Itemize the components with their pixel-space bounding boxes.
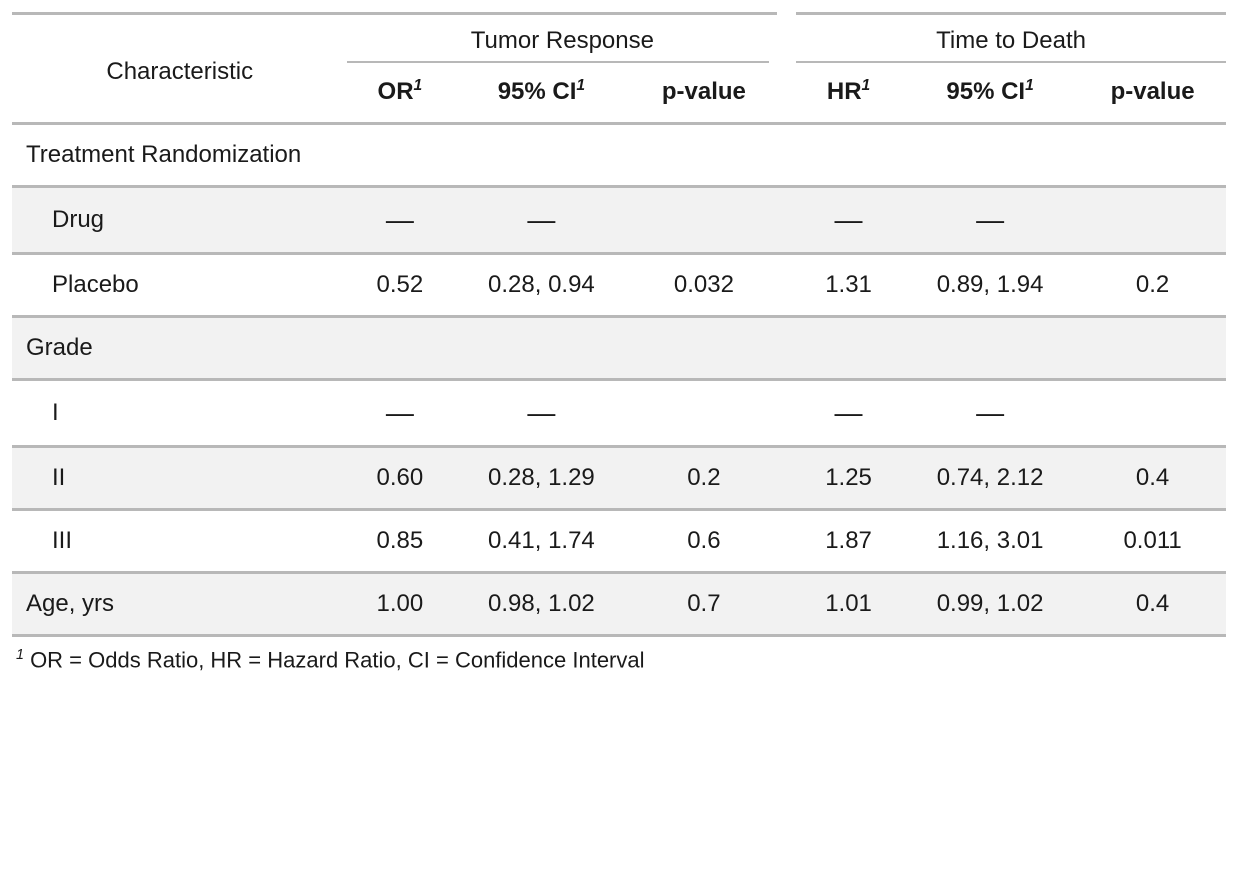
table-cell: 0.011 — [1079, 510, 1226, 573]
col-hr: HR1 — [796, 63, 901, 124]
table-cell: 0.28, 0.94 — [452, 254, 630, 317]
table-row: Grade — [12, 317, 1226, 380]
table-row: I———— — [12, 380, 1226, 447]
table-row: Drug———— — [12, 187, 1226, 254]
row-label: Drug — [12, 187, 347, 254]
col-ci-1: 95% CI1 — [452, 63, 630, 124]
table-cell — [1079, 124, 1226, 187]
table-cell — [631, 380, 778, 447]
col-or: OR1 — [347, 63, 452, 124]
table-cell: 0.52 — [347, 254, 452, 317]
row-label: Grade — [12, 317, 347, 380]
table-cell: 0.6 — [631, 510, 778, 573]
col-ci-2: 95% CI1 — [901, 63, 1079, 124]
spanner-tumor: Tumor Response — [347, 14, 777, 62]
table-cell: 1.16, 3.01 — [901, 510, 1079, 573]
table-cell: 0.99, 1.02 — [901, 573, 1079, 636]
table-cell: — — [901, 380, 1079, 447]
table-cell: 1.87 — [796, 510, 901, 573]
row-label: III — [12, 510, 347, 573]
table-cell: 1.31 — [796, 254, 901, 317]
table-cell: 0.7 — [631, 573, 778, 636]
row-label: I — [12, 380, 347, 447]
table-cell: 0.98, 1.02 — [452, 573, 630, 636]
table-cell — [347, 124, 452, 187]
table-row: II0.600.28, 1.290.2 1.250.74, 2.120.4 — [12, 447, 1226, 510]
col-pvalue-1: p-value — [631, 63, 778, 124]
table-cell — [901, 317, 1079, 380]
table-cell: 1.01 — [796, 573, 901, 636]
table-cell: 0.4 — [1079, 447, 1226, 510]
row-label: Placebo — [12, 254, 347, 317]
row-label: Age, yrs — [12, 573, 347, 636]
table-cell: 0.89, 1.94 — [901, 254, 1079, 317]
table-row: Age, yrs1.000.98, 1.020.7 1.010.99, 1.020… — [12, 573, 1226, 636]
table-cell — [796, 124, 901, 187]
table-cell — [452, 317, 630, 380]
table-cell — [631, 187, 778, 254]
table-row: III0.850.41, 1.740.6 1.871.16, 3.010.011 — [12, 510, 1226, 573]
table-cell — [796, 317, 901, 380]
table-cell: — — [796, 187, 901, 254]
table-cell — [1079, 317, 1226, 380]
table-cell: — — [347, 187, 452, 254]
table-cell: 1.00 — [347, 573, 452, 636]
regression-table: Characteristic Tumor Response Time to De… — [12, 12, 1226, 637]
table-cell: 0.2 — [1079, 254, 1226, 317]
table-cell: 0.2 — [631, 447, 778, 510]
table-cell — [452, 124, 630, 187]
table-cell: 0.85 — [347, 510, 452, 573]
table-cell: 0.4 — [1079, 573, 1226, 636]
table-cell: 0.41, 1.74 — [452, 510, 630, 573]
table-row: Treatment Randomization — [12, 124, 1226, 187]
table-cell — [901, 124, 1079, 187]
table-cell — [631, 317, 778, 380]
footnote: 1 OR = Odds Ratio, HR = Hazard Ratio, CI… — [12, 637, 1226, 673]
table-cell: — — [796, 380, 901, 447]
spanner-death: Time to Death — [796, 14, 1226, 62]
table-cell — [1079, 380, 1226, 447]
table-cell: 0.28, 1.29 — [452, 447, 630, 510]
table-cell — [631, 124, 778, 187]
table-cell: 0.74, 2.12 — [901, 447, 1079, 510]
table-cell — [1079, 187, 1226, 254]
table-cell: — — [901, 187, 1079, 254]
table-cell: — — [452, 187, 630, 254]
table-cell: 0.032 — [631, 254, 778, 317]
col-pvalue-2: p-value — [1079, 63, 1226, 124]
table-cell — [347, 317, 452, 380]
table-cell: — — [347, 380, 452, 447]
row-label: II — [12, 447, 347, 510]
spanner-row: Characteristic Tumor Response Time to De… — [12, 14, 1226, 62]
characteristic-header: Characteristic — [12, 14, 347, 124]
table-cell: 1.25 — [796, 447, 901, 510]
table-body: Treatment RandomizationDrug————Placebo0.… — [12, 124, 1226, 636]
table-cell: 0.60 — [347, 447, 452, 510]
table-cell: — — [452, 380, 630, 447]
table-row: Placebo0.520.28, 0.940.032 1.310.89, 1.94… — [12, 254, 1226, 317]
row-label: Treatment Randomization — [12, 124, 347, 187]
